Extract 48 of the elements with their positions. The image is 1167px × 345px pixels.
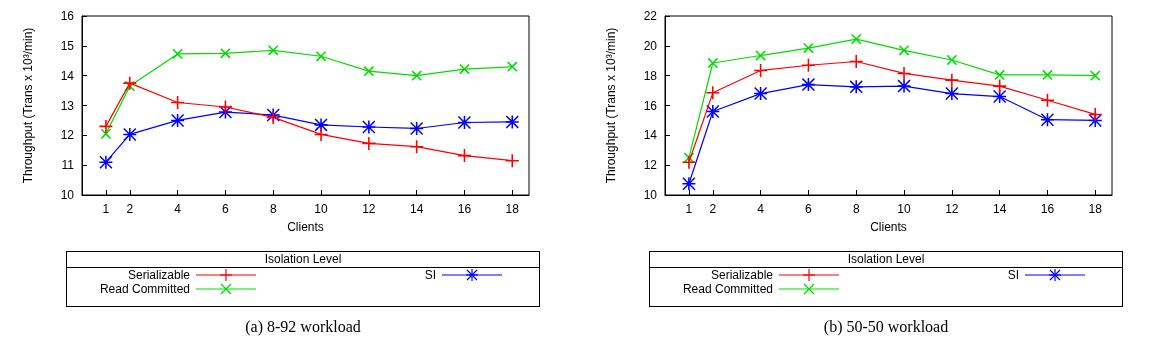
y-axis-title: Throughput (Trans x 10³/min) xyxy=(21,27,35,184)
y-tick-label: 16 xyxy=(643,98,658,113)
x-tick-label: 8 xyxy=(852,202,860,216)
x-tick-label: 12 xyxy=(362,202,376,216)
x-tick-label: 1 xyxy=(685,202,693,216)
legend-label: SI xyxy=(1007,268,1019,282)
y-tick-label: 16 xyxy=(60,9,75,23)
legend-label: SI xyxy=(424,268,436,282)
x-tick-label: 16 xyxy=(457,202,472,216)
x-tick-label: 16 xyxy=(1040,202,1055,216)
x-axis-title: Clients xyxy=(870,220,907,234)
x-tick-label: 18 xyxy=(505,202,520,216)
legend-title: Isolation Level xyxy=(650,252,1122,268)
text: (b) 50-50 workload xyxy=(823,317,949,336)
y-tick-label: 13 xyxy=(60,98,75,113)
y-tick-label: 12 xyxy=(60,128,75,143)
x-tick-label: 2 xyxy=(126,202,134,216)
legend-title: Isolation Level xyxy=(67,252,539,268)
legend-label: Read Committed xyxy=(682,282,773,296)
y-tick-label: 10 xyxy=(643,188,658,202)
legend-label: Read Committed xyxy=(99,282,190,296)
x-tick-label: 2 xyxy=(709,202,717,216)
y-tick-label: 18 xyxy=(643,68,658,83)
y-tick-label: 10 xyxy=(60,188,75,202)
x-tick-label: 14 xyxy=(992,202,1007,216)
legend-label: Serializable xyxy=(710,268,773,282)
x-tick-label: 10 xyxy=(897,202,912,216)
y-tick-label: 11 xyxy=(61,158,75,173)
x-axis-title: Clients xyxy=(287,220,324,234)
y-tick-label: 14 xyxy=(60,68,75,83)
y-tick-label: 12 xyxy=(643,158,658,173)
x-tick-label: 6 xyxy=(222,202,230,216)
x-tick-label: 18 xyxy=(1088,202,1103,216)
x-tick-label: 4 xyxy=(174,202,182,216)
text: (a) 8-92 workload xyxy=(245,317,361,336)
y-tick-label: 14 xyxy=(643,128,658,143)
y-tick-label: 22 xyxy=(643,9,658,23)
x-tick-label: 8 xyxy=(269,202,277,216)
x-tick-label: 6 xyxy=(805,202,813,216)
x-tick-label: 10 xyxy=(314,202,329,216)
legend-label: Serializable xyxy=(127,268,190,282)
x-tick-label: 14 xyxy=(409,202,424,216)
x-tick-label: 1 xyxy=(102,202,110,216)
y-axis-title: Throughput (Trans x 10³/min) xyxy=(604,27,618,184)
y-tick-label: 20 xyxy=(643,38,658,53)
x-tick-label: 4 xyxy=(757,202,765,216)
x-tick-label: 12 xyxy=(945,202,959,216)
y-tick-label: 15 xyxy=(60,38,75,53)
